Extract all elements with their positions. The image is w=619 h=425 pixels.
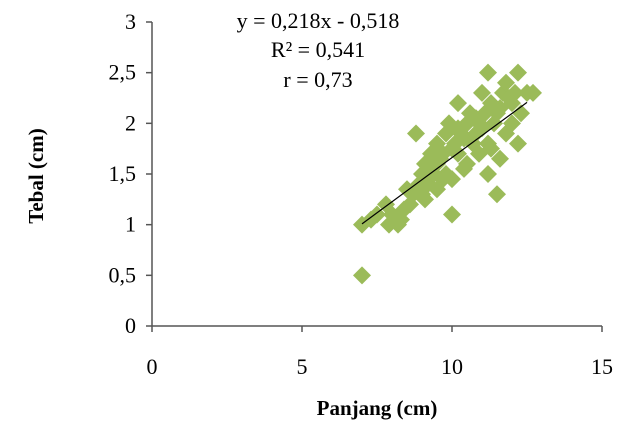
data-point <box>449 94 467 113</box>
y-tick-label: 2,5 <box>109 60 137 85</box>
data-point <box>449 119 467 138</box>
annotation-r-squared: R² = 0,541 <box>271 37 365 62</box>
data-point <box>479 165 497 183</box>
data-point <box>443 205 461 224</box>
data-point <box>509 63 527 82</box>
data-point <box>512 104 530 123</box>
tick-labels: 0 0,5 1 1,5 2 2,5 3 0 5 10 15 <box>109 9 614 379</box>
x-tick-label: 0 <box>147 354 158 379</box>
y-tick-label: 0,5 <box>109 262 137 287</box>
y-tick-label: 1 <box>125 212 136 237</box>
y-tick-label: 0 <box>125 313 136 338</box>
data-point <box>497 73 515 92</box>
trendline <box>361 101 528 225</box>
data-point <box>353 266 371 285</box>
x-tick-label: 5 <box>297 354 308 379</box>
data-point <box>437 124 455 143</box>
data-point <box>509 134 527 153</box>
data-point <box>407 124 425 143</box>
axes <box>146 21 603 332</box>
data-point <box>503 94 521 113</box>
y-tick-label: 2 <box>125 110 136 135</box>
data-point <box>473 83 491 102</box>
data-point <box>503 114 521 133</box>
data-point <box>524 83 542 102</box>
data-point <box>416 190 434 209</box>
annotation-equation: y = 0,218x - 0,518 <box>237 8 400 33</box>
y-tick-label: 1,5 <box>109 161 137 186</box>
data-point <box>497 124 515 143</box>
y-axis-title: Tebal (cm) <box>24 128 48 223</box>
data-point <box>470 144 488 163</box>
plot-area <box>353 63 542 285</box>
data-point <box>488 185 506 204</box>
data-point <box>467 124 485 143</box>
x-tick-label: 10 <box>441 354 463 379</box>
y-tick-label: 3 <box>125 9 136 34</box>
data-point <box>428 180 446 199</box>
data-point <box>491 149 509 168</box>
x-tick-label: 15 <box>591 354 613 379</box>
data-point <box>479 63 497 82</box>
annotation-r: r = 0,73 <box>283 67 352 92</box>
x-axis-title: Panjang (cm) <box>317 396 438 420</box>
data-point <box>455 159 473 178</box>
